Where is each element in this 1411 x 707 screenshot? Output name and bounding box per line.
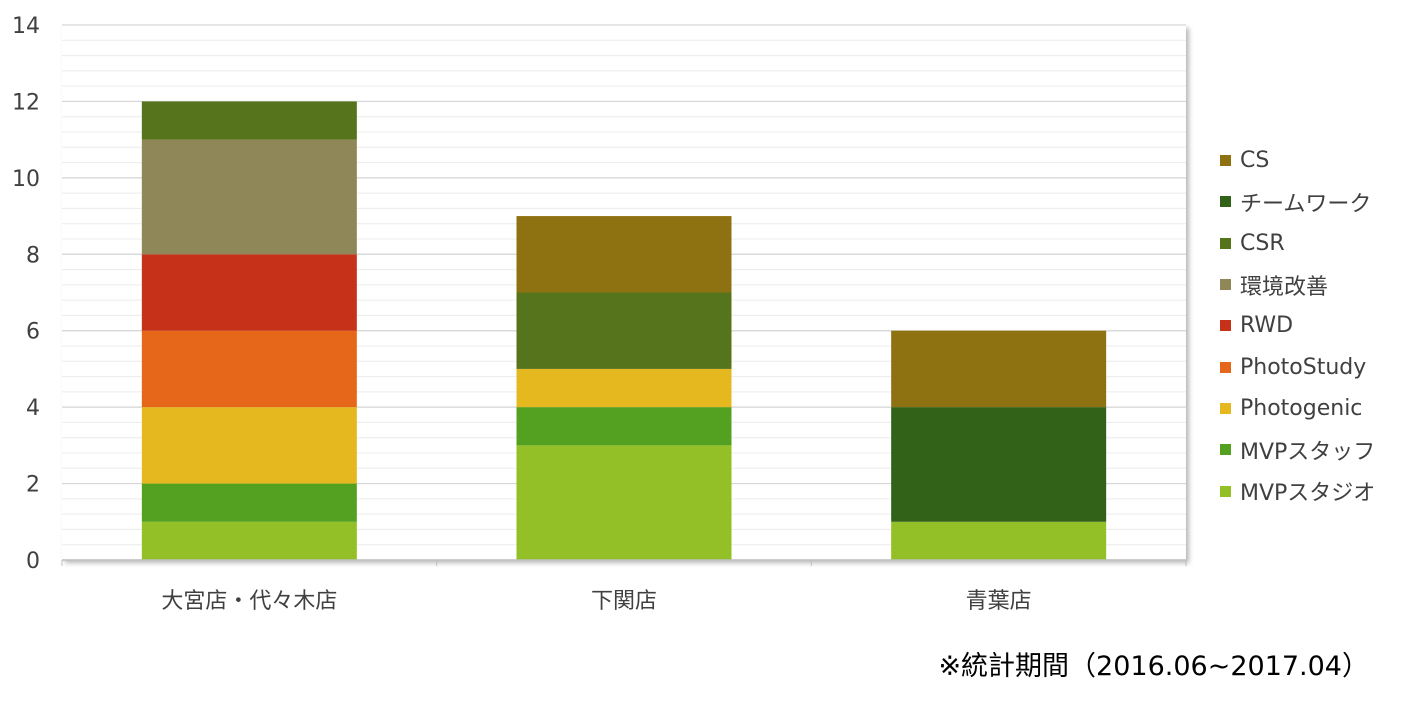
bar-segment [141, 483, 357, 522]
legend-item: チームワーク [1220, 181, 1375, 222]
bar-segment [141, 101, 357, 140]
bar-segment [141, 521, 357, 560]
legend-swatch [1220, 444, 1231, 456]
x-tick-label: 下関店 [591, 589, 657, 614]
legend-item: PhotoStudy [1220, 346, 1375, 387]
legend-item: CS [1220, 140, 1375, 181]
legend-label: CSR [1240, 230, 1285, 256]
bar-segment [891, 330, 1107, 408]
bar-segment [891, 521, 1107, 560]
legend-swatch [1220, 402, 1231, 414]
legend-swatch [1220, 196, 1231, 208]
legend-swatch [1220, 237, 1231, 249]
bar-segment [516, 292, 732, 369]
bar-segment [141, 407, 357, 484]
axes: 大宮店・代々木店 下関店 青葉店 0 2 4 6 8 10 12 14 [12, 14, 1187, 614]
legend-label: CS [1240, 148, 1270, 174]
legend-swatch [1220, 485, 1231, 497]
y-tick-label: 14 [12, 14, 40, 39]
legend-label: MVPスタジオ [1240, 481, 1376, 507]
legend-swatch [1220, 361, 1231, 373]
bar-segment [516, 407, 732, 446]
legend-swatch [1220, 155, 1231, 167]
legend-label: RWD [1240, 313, 1294, 339]
footnote: ※統計期間（2016.06~2017.04） [938, 651, 1369, 682]
legend-item: RWD [1220, 305, 1375, 346]
bar-segment [141, 139, 357, 255]
legend-item: MVPスタジオ [1220, 470, 1375, 511]
legend-label: PhotoStudy [1240, 354, 1367, 380]
y-tick-label: 2 [26, 473, 40, 498]
legend-label: Photogenic [1240, 395, 1363, 421]
legend-swatch [1220, 279, 1231, 291]
bar-segment [891, 407, 1107, 522]
legend: CS チームワーク CSR 環境改善 RWD PhotoStudy Photogenic MV… [1220, 140, 1375, 512]
legend-label: MVPスタッフ [1240, 439, 1376, 465]
bar-segment [141, 330, 357, 408]
legend-label: 環境改善 [1240, 274, 1329, 300]
bars [141, 101, 1107, 560]
y-tick-label: 4 [26, 396, 40, 421]
bar-segment [516, 445, 732, 560]
y-tick-label: 6 [26, 320, 40, 345]
y-tick-label: 0 [26, 549, 40, 574]
legend-item: MVPスタッフ [1220, 429, 1375, 470]
bar-segment [516, 216, 732, 293]
legend-item: 環境改善 [1220, 264, 1375, 305]
legend-swatch [1220, 320, 1231, 332]
bar-segment [516, 368, 732, 408]
legend-item: Photogenic [1220, 388, 1375, 429]
bar-segment [141, 254, 357, 331]
x-tick-label: 大宮店・代々木店 [161, 589, 337, 614]
legend-item: CSR [1220, 223, 1375, 264]
y-tick-label: 12 [12, 90, 40, 115]
y-tick-label: 10 [12, 167, 40, 192]
y-tick-label: 8 [26, 243, 40, 268]
legend-label: チームワーク [1240, 191, 1372, 217]
x-tick-label: 青葉店 [966, 589, 1032, 614]
